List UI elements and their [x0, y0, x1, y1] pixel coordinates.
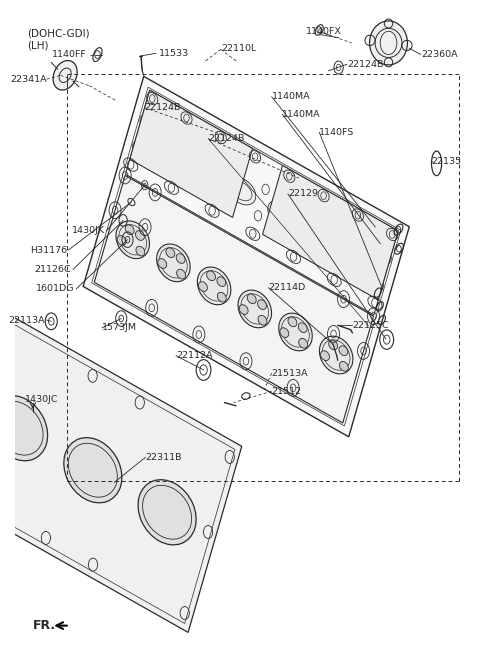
Ellipse shape [217, 277, 226, 287]
Text: H31176: H31176 [30, 246, 67, 255]
Text: (LH): (LH) [27, 40, 48, 50]
Ellipse shape [177, 269, 186, 279]
Text: 21512: 21512 [272, 387, 301, 396]
Ellipse shape [280, 328, 289, 338]
Ellipse shape [146, 131, 174, 159]
Text: 1140FX: 1140FX [306, 27, 342, 37]
Text: 22135: 22135 [431, 157, 461, 166]
Ellipse shape [0, 396, 48, 461]
Ellipse shape [319, 336, 353, 374]
Polygon shape [94, 176, 373, 423]
Ellipse shape [258, 315, 267, 325]
Text: (DOHC-GDI): (DOHC-GDI) [27, 29, 89, 39]
Polygon shape [263, 165, 398, 300]
Text: 22341A: 22341A [10, 74, 47, 84]
Text: FR.: FR. [33, 619, 56, 632]
Ellipse shape [238, 290, 272, 328]
Ellipse shape [247, 294, 256, 304]
Polygon shape [83, 76, 409, 437]
Ellipse shape [258, 300, 266, 310]
Ellipse shape [349, 246, 378, 274]
Ellipse shape [158, 259, 167, 268]
Text: 22129: 22129 [288, 189, 318, 199]
Ellipse shape [199, 281, 207, 291]
Ellipse shape [135, 231, 144, 240]
Ellipse shape [298, 323, 307, 332]
Text: 22113A: 22113A [9, 315, 45, 325]
Text: 22124B: 22124B [208, 135, 245, 143]
Ellipse shape [166, 248, 175, 257]
Ellipse shape [53, 61, 77, 90]
Ellipse shape [64, 438, 122, 503]
Ellipse shape [268, 200, 297, 228]
Ellipse shape [329, 340, 337, 350]
Ellipse shape [339, 362, 348, 371]
Text: 1601DG: 1601DG [36, 285, 74, 293]
Polygon shape [0, 308, 242, 632]
Ellipse shape [239, 305, 248, 315]
Text: 1573JM: 1573JM [102, 323, 137, 332]
Ellipse shape [197, 267, 231, 305]
Text: 22124B: 22124B [144, 103, 181, 112]
Ellipse shape [217, 293, 226, 302]
Ellipse shape [288, 317, 297, 326]
Ellipse shape [186, 154, 215, 182]
Ellipse shape [136, 246, 145, 256]
Ellipse shape [227, 177, 256, 205]
Text: 22360A: 22360A [421, 50, 457, 59]
Text: 11533: 11533 [158, 49, 189, 57]
Text: 1140MA: 1140MA [282, 110, 321, 119]
Polygon shape [130, 90, 252, 217]
Text: 1430JC: 1430JC [24, 394, 58, 404]
Ellipse shape [206, 271, 216, 281]
Ellipse shape [156, 244, 190, 281]
Text: 22125C: 22125C [352, 321, 389, 330]
Ellipse shape [370, 21, 408, 65]
Ellipse shape [176, 253, 185, 263]
Text: 21126C: 21126C [34, 265, 71, 274]
Text: 22112A: 22112A [176, 351, 213, 360]
Ellipse shape [116, 221, 149, 259]
Ellipse shape [117, 236, 126, 246]
Ellipse shape [138, 480, 196, 545]
Ellipse shape [299, 338, 308, 348]
Text: 21513A: 21513A [272, 368, 308, 377]
Ellipse shape [279, 313, 312, 351]
Text: 22124B: 22124B [347, 60, 384, 69]
Text: 22311B: 22311B [145, 453, 182, 462]
Text: 22114D: 22114D [268, 283, 306, 292]
Ellipse shape [309, 223, 337, 251]
Text: 1430JK: 1430JK [72, 226, 105, 235]
Text: 1140MA: 1140MA [272, 92, 310, 101]
Ellipse shape [125, 225, 134, 234]
Text: 1140FF: 1140FF [52, 50, 87, 59]
Text: 22110L: 22110L [221, 44, 256, 53]
Text: 1140FS: 1140FS [319, 128, 354, 136]
Ellipse shape [339, 346, 348, 355]
Ellipse shape [321, 351, 329, 360]
